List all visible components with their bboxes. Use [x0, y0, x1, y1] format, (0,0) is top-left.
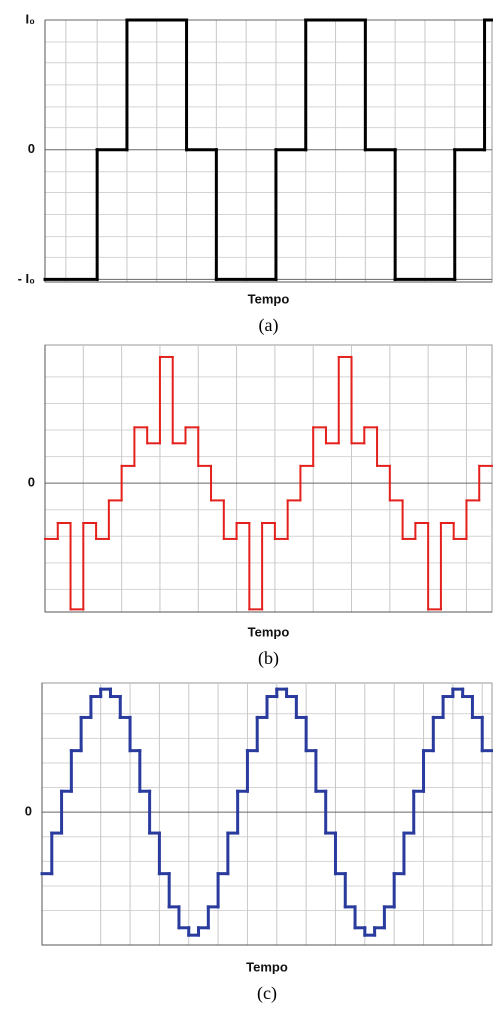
caption: (c)	[257, 983, 277, 1004]
y-tick-label: 0	[28, 141, 35, 156]
x-axis-label: Tempo	[248, 291, 290, 306]
caption: (b)	[258, 648, 279, 669]
y-tick-label: 0	[28, 475, 35, 490]
y-tick-label: - I₀	[18, 271, 36, 286]
y-tick-label: 0	[25, 804, 32, 819]
y-tick-label: I₀	[26, 11, 36, 26]
caption: (a)	[259, 315, 279, 336]
plot-area	[41, 682, 493, 946]
x-axis-label: Tempo	[248, 624, 290, 639]
x-axis-label: Tempo	[246, 959, 288, 974]
plot-area	[44, 344, 493, 613]
